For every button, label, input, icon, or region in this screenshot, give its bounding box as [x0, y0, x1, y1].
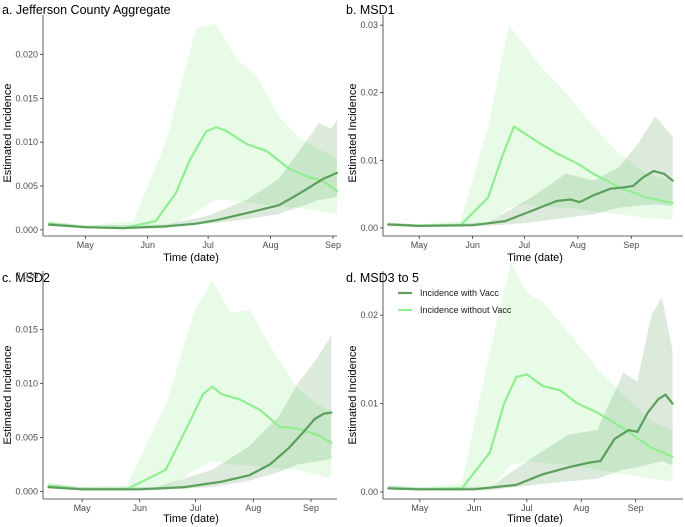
x-tick-label: Sep	[325, 240, 341, 250]
line-without-vacc	[387, 125, 674, 227]
x-tick-label: Jun	[133, 503, 148, 513]
line-with-vacc	[47, 171, 339, 230]
x-tick-label: Jul	[519, 240, 531, 250]
x-tick-label: Jun	[467, 503, 482, 513]
y-axis-label: Estimated Incidence	[347, 83, 359, 182]
x-tick-label: Jul	[190, 503, 202, 513]
x-axis-label: Time (date)	[163, 252, 219, 264]
x-tick-label: May	[411, 503, 429, 513]
ribbon-without-vacc	[388, 25, 673, 228]
line-without-vacc	[387, 373, 674, 491]
y-tick-label: 0.03	[360, 20, 378, 30]
line-with-vacc	[387, 170, 674, 227]
legend: Incidence with Vacc Incidence without Va…	[398, 288, 512, 315]
y-tick-label: 0.010	[15, 378, 38, 388]
panel-d: d. MSD3 to 5 Estimated Incidence Time (d…	[346, 262, 683, 525]
y-axis-label: Estimated Incidence	[2, 345, 14, 444]
panel-a: a. Jefferson County Aggregate Estimated …	[2, 3, 341, 264]
line-with-vacc	[47, 411, 333, 491]
y-tick-label: 0.02	[360, 310, 378, 320]
x-tick-label: May	[77, 240, 95, 250]
panel-b: b. MSD1 Estimated Incidence Time (date) …	[346, 3, 683, 264]
y-tick-label: 0.005	[15, 181, 38, 191]
plot-area: 0.000 0.005 0.010 0.015 0.020 May Jun Jul Aug Sep	[15, 15, 341, 250]
panel-title: a. Jefferson County Aggregate	[2, 3, 171, 17]
y-tick-label: 0.000	[15, 486, 38, 496]
x-tick-label: Aug	[573, 503, 589, 513]
x-tick-label: Jun	[465, 240, 480, 250]
ribbon-with-vacc	[388, 116, 673, 227]
y-tick-label: 0.00	[360, 223, 378, 233]
ribbon-with-vacc	[48, 334, 332, 491]
ribbon-without-vacc	[49, 23, 337, 229]
y-tick-label: 0.01	[360, 155, 378, 165]
x-tick-label: Sep	[623, 240, 639, 250]
y-axis-label: Estimated Incidence	[347, 345, 359, 444]
y-tick-label: 0.01	[360, 399, 378, 409]
x-tick-label: May	[411, 240, 429, 250]
line-with-vacc	[387, 393, 674, 491]
y-tick-label: 0.005	[15, 432, 38, 442]
x-axis-label: Time (date)	[507, 252, 563, 264]
panel-c: c. MSD2 Estimated Incidence Time (date) …	[2, 270, 337, 525]
panel-title: c. MSD2	[2, 271, 50, 285]
ribbon-with-vacc	[388, 297, 673, 491]
panel-title: d. MSD3 to 5	[346, 271, 419, 285]
plot-area: 0.00 0.01 0.02 May Jun Jul Aug Sep	[360, 262, 683, 513]
x-tick-label: Sep	[628, 503, 644, 513]
x-tick-label: Aug	[245, 503, 261, 513]
x-axis-label: Time (date)	[163, 513, 219, 525]
x-tick-label: Jul	[202, 240, 214, 250]
y-tick-label: 0.000	[15, 225, 38, 235]
y-tick-label: 0.015	[15, 324, 38, 334]
ribbon-with-vacc	[49, 120, 337, 229]
y-tick-label: 0.010	[15, 137, 38, 147]
plot-area: 0.00 0.01 0.02 0.03 May Jun Jul Aug Sep	[360, 15, 683, 250]
x-tick-label: May	[74, 503, 92, 513]
line-without-vacc	[47, 385, 333, 491]
plot-area: 0.000 0.005 0.010 0.015 0.020 May Jun Jul Aug Sep	[15, 270, 337, 513]
legend-label-without-vacc: Incidence without Vacc	[420, 305, 512, 315]
y-tick-label: 0.015	[15, 93, 38, 103]
x-tick-label: Sep	[303, 503, 319, 513]
y-tick-label: 0.020	[15, 270, 38, 280]
y-axis-label: Estimated Incidence	[2, 83, 14, 182]
y-tick-label: 0.020	[15, 49, 38, 59]
panel-title: b. MSD1	[346, 3, 395, 17]
y-tick-label: 0.02	[360, 88, 378, 98]
x-axis-label: Time (date)	[507, 513, 563, 525]
y-tick-label: 0.00	[360, 487, 378, 497]
legend-label-with-vacc: Incidence with Vacc	[420, 288, 499, 298]
x-tick-label: Aug	[570, 240, 586, 250]
line-without-vacc	[47, 126, 339, 230]
x-tick-label: Jun	[140, 240, 155, 250]
x-tick-label: Jul	[521, 503, 533, 513]
ribbon-without-vacc	[48, 280, 332, 491]
x-tick-label: Aug	[263, 240, 279, 250]
